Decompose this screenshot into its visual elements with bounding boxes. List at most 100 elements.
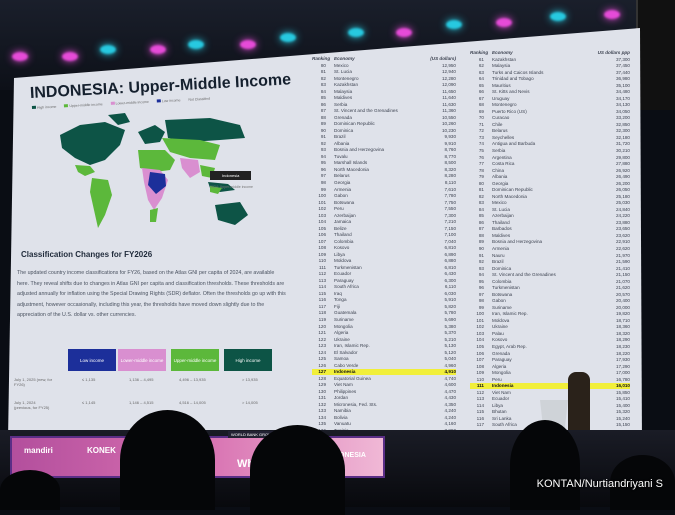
economy: Indonesia [492, 383, 514, 389]
value: 22,620 [615, 246, 630, 251]
table-row: 67 Uruguay 34,170 [470, 96, 630, 102]
economy: Botswana [492, 291, 513, 297]
table-row: 108 Kosovo 6,810 [312, 245, 456, 251]
economy: Argentina [492, 154, 512, 160]
economy: Palau [492, 330, 504, 336]
value: 8,110 [444, 179, 456, 185]
table-row: 92 Brazil 21,590 [470, 259, 630, 265]
table-row: 93 Dominica 21,410 [470, 266, 630, 272]
economy: El Salvador [334, 349, 358, 355]
value: 34,170 [615, 95, 630, 101]
audience-head [120, 410, 215, 510]
rank: 71 [478, 121, 484, 127]
economy: Guatemala [334, 310, 357, 316]
economy: Puerto Rico (US) [492, 108, 527, 114]
economy: Costa Rica [492, 161, 515, 167]
economy: St. Lucia [492, 206, 510, 212]
rank: 109 [476, 370, 484, 376]
economy: Moldova [334, 258, 352, 264]
table-row: 83 Mexico 25,030 [470, 200, 630, 206]
legend-item: Low income [156, 98, 181, 103]
table-row: 76 Argentina 29,800 [470, 155, 630, 161]
economy: Dominica [492, 265, 512, 271]
value: 19,820 [615, 311, 630, 317]
table-row: 93 Bosnia and Herzegovina 8,760 [312, 147, 456, 153]
table-row: 113 Ecuador 15,410 [470, 396, 630, 402]
economy: Kosovo [334, 245, 350, 251]
rank: 93 [320, 147, 326, 153]
economy: Egypt, Arab Rep. [492, 344, 527, 349]
economy: Brazil [492, 259, 504, 265]
value: 7,150 [444, 225, 457, 231]
rank: 119 [318, 317, 326, 323]
rank: 128 [318, 375, 326, 381]
value: 32,180 [615, 134, 630, 140]
rank: 91 [320, 134, 326, 140]
table-header: Ranking Economy US dollars ppp [470, 50, 630, 55]
table-row: 88 Maldives 23,620 [470, 233, 630, 239]
table-row: 70 Curacao 33,200 [470, 115, 630, 121]
value: 34,130 [615, 102, 630, 108]
rank: 95 [320, 160, 326, 166]
audience-head [610, 455, 675, 510]
economy: Grenada [334, 114, 352, 120]
economy: Tonga [334, 297, 347, 303]
economy: Moldova [492, 317, 510, 323]
table-row: 115 Bhutan 15,320 [470, 409, 630, 415]
rank: 112 [318, 271, 326, 277]
table-row: 82 Montenegro 12,280 [312, 76, 456, 82]
table-row: 97 Botswana 20,570 [470, 292, 630, 298]
value: 5,380 [444, 323, 457, 329]
value: 23,880 [615, 219, 630, 225]
table-row: 135 Vanuatu 4,160 [312, 421, 456, 427]
value: 10,230 [441, 127, 456, 133]
table-row: 71 Chile 32,850 [470, 122, 630, 128]
table-row: 61 Kazakhstan 37,300 [470, 57, 630, 63]
ceiling-light [280, 33, 296, 42]
side-screen [636, 0, 675, 110]
table-row: 64 Trinidad and Tobago 36,980 [470, 76, 630, 82]
table-row: 78 China 26,920 [470, 168, 630, 174]
table-row: 116 Sri Lanka 15,240 [470, 416, 630, 422]
economy: Dominican Republic [492, 187, 533, 193]
economy: Peru [334, 206, 344, 212]
economy: Ecuador [492, 396, 510, 402]
economy: Marshall Islands [334, 160, 368, 166]
table-row: 110 Moldova 6,880 [312, 258, 456, 264]
value: 6,300 [444, 277, 457, 283]
value: 9,910 [444, 140, 457, 146]
economy: Armenia [334, 186, 352, 192]
table-row: 91 Brazil 9,930 [312, 134, 456, 140]
table-row: 87 Barbados 23,650 [470, 226, 630, 232]
table-row: 126 Cabo Verde 4,960 [312, 363, 456, 369]
value: 17,000 [615, 370, 630, 376]
economy: Brazil [334, 134, 346, 140]
value: 21,150 [615, 272, 630, 278]
rank: 103 [476, 330, 484, 336]
world-bank-logo: WORLD BANK GROUP [228, 431, 277, 438]
table-row: 100 Iran, Islamic Rep. 19,820 [470, 311, 630, 317]
rank: 90 [320, 127, 326, 133]
table-row: 77 Costa Rica 27,880 [470, 161, 630, 167]
table-row: 113 Paraguay 6,300 [312, 278, 456, 284]
value: 5,690 [444, 317, 457, 323]
table-row: 79 Albania 26,490 [470, 174, 630, 180]
value: 5,130 [444, 343, 457, 349]
rank: 76 [478, 154, 484, 160]
economy: Belarus [334, 173, 350, 179]
value: 12,090 [441, 82, 456, 88]
value: 20,000 [615, 304, 630, 310]
rank: 98 [320, 179, 326, 185]
rank: 124 [318, 349, 326, 355]
economy: Peru [492, 376, 502, 382]
economy: Albania [492, 174, 508, 180]
ceiling-light [604, 10, 620, 19]
value: 18,710 [615, 317, 630, 323]
rank: 66 [478, 89, 484, 95]
economy: Albania [334, 140, 350, 146]
value: 11,650 [442, 88, 456, 94]
rank: 117 [476, 422, 484, 428]
table-row: 63 Turks and Caicos Islands 37,440 [470, 70, 630, 76]
table-row: 80 Georgia 26,200 [470, 181, 630, 187]
economy: Curacao [492, 115, 510, 121]
